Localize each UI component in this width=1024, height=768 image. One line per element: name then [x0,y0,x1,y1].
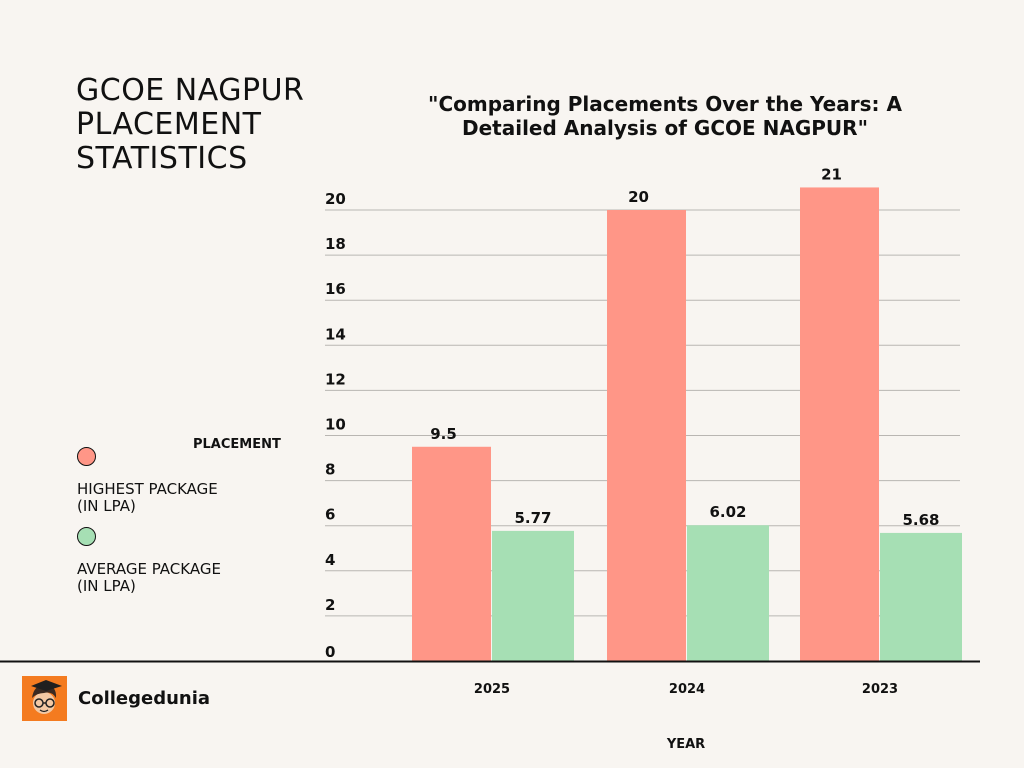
bar-average-package [687,525,769,661]
x-axis-label: YEAR [666,737,705,752]
legend-swatch-highest [77,447,96,466]
legend-label-line: AVERAGE PACKAGE [77,560,221,578]
page-title: GCOE NAGPUR PLACEMENT STATISTICS [76,74,336,176]
legend-label-line: (IN LPA) [77,497,136,515]
y-tick-label: 16 [325,280,346,298]
y-tick-label: 12 [325,370,346,388]
y-tick-label: 18 [325,235,346,253]
x-tick-label: 2025 [474,682,510,697]
bar-highest-package [607,210,686,661]
legend-label-highest: HIGHEST PACKAGE (IN LPA) [77,481,277,515]
page-title-line: GCOE NAGPUR [76,73,305,108]
bar-highest-package [800,187,879,661]
bar-highest-package [412,446,491,661]
y-tick-label: 0 [325,643,335,661]
legend-label-line: (IN LPA) [77,577,136,595]
page-title-line: STATISTICS [76,141,248,176]
data-label: 21 [821,165,842,183]
collegedunia-mascot-icon [22,676,67,721]
data-label: 9.5 [430,425,457,443]
brand-name: Collegedunia [78,688,211,709]
x-tick-label: 2024 [669,682,705,697]
y-tick-label: 2 [325,596,335,614]
x-tick-label: 2023 [862,682,898,697]
legend-label-average: AVERAGE PACKAGE (IN LPA) [77,561,277,595]
bar-average-package [492,530,574,661]
chart-title: "Comparing Placements Over the Years: A … [428,92,902,140]
legend-label-line: HIGHEST PACKAGE [77,480,218,498]
data-label: 20 [628,188,649,206]
data-label: 6.02 [709,503,746,521]
y-tick-label: 10 [325,416,346,434]
bar-average-package [880,532,962,661]
legend-swatch-average [77,527,96,546]
y-tick-label: 6 [325,506,335,524]
data-label: 5.68 [902,511,939,529]
legend-heading: PLACEMENT [193,437,281,452]
page-title-line: PLACEMENT [76,107,262,142]
data-label: 5.77 [514,509,551,527]
y-tick-label: 4 [325,551,335,569]
y-tick-label: 8 [325,461,335,479]
y-tick-label: 20 [325,190,346,208]
y-tick-label: 14 [325,325,346,343]
